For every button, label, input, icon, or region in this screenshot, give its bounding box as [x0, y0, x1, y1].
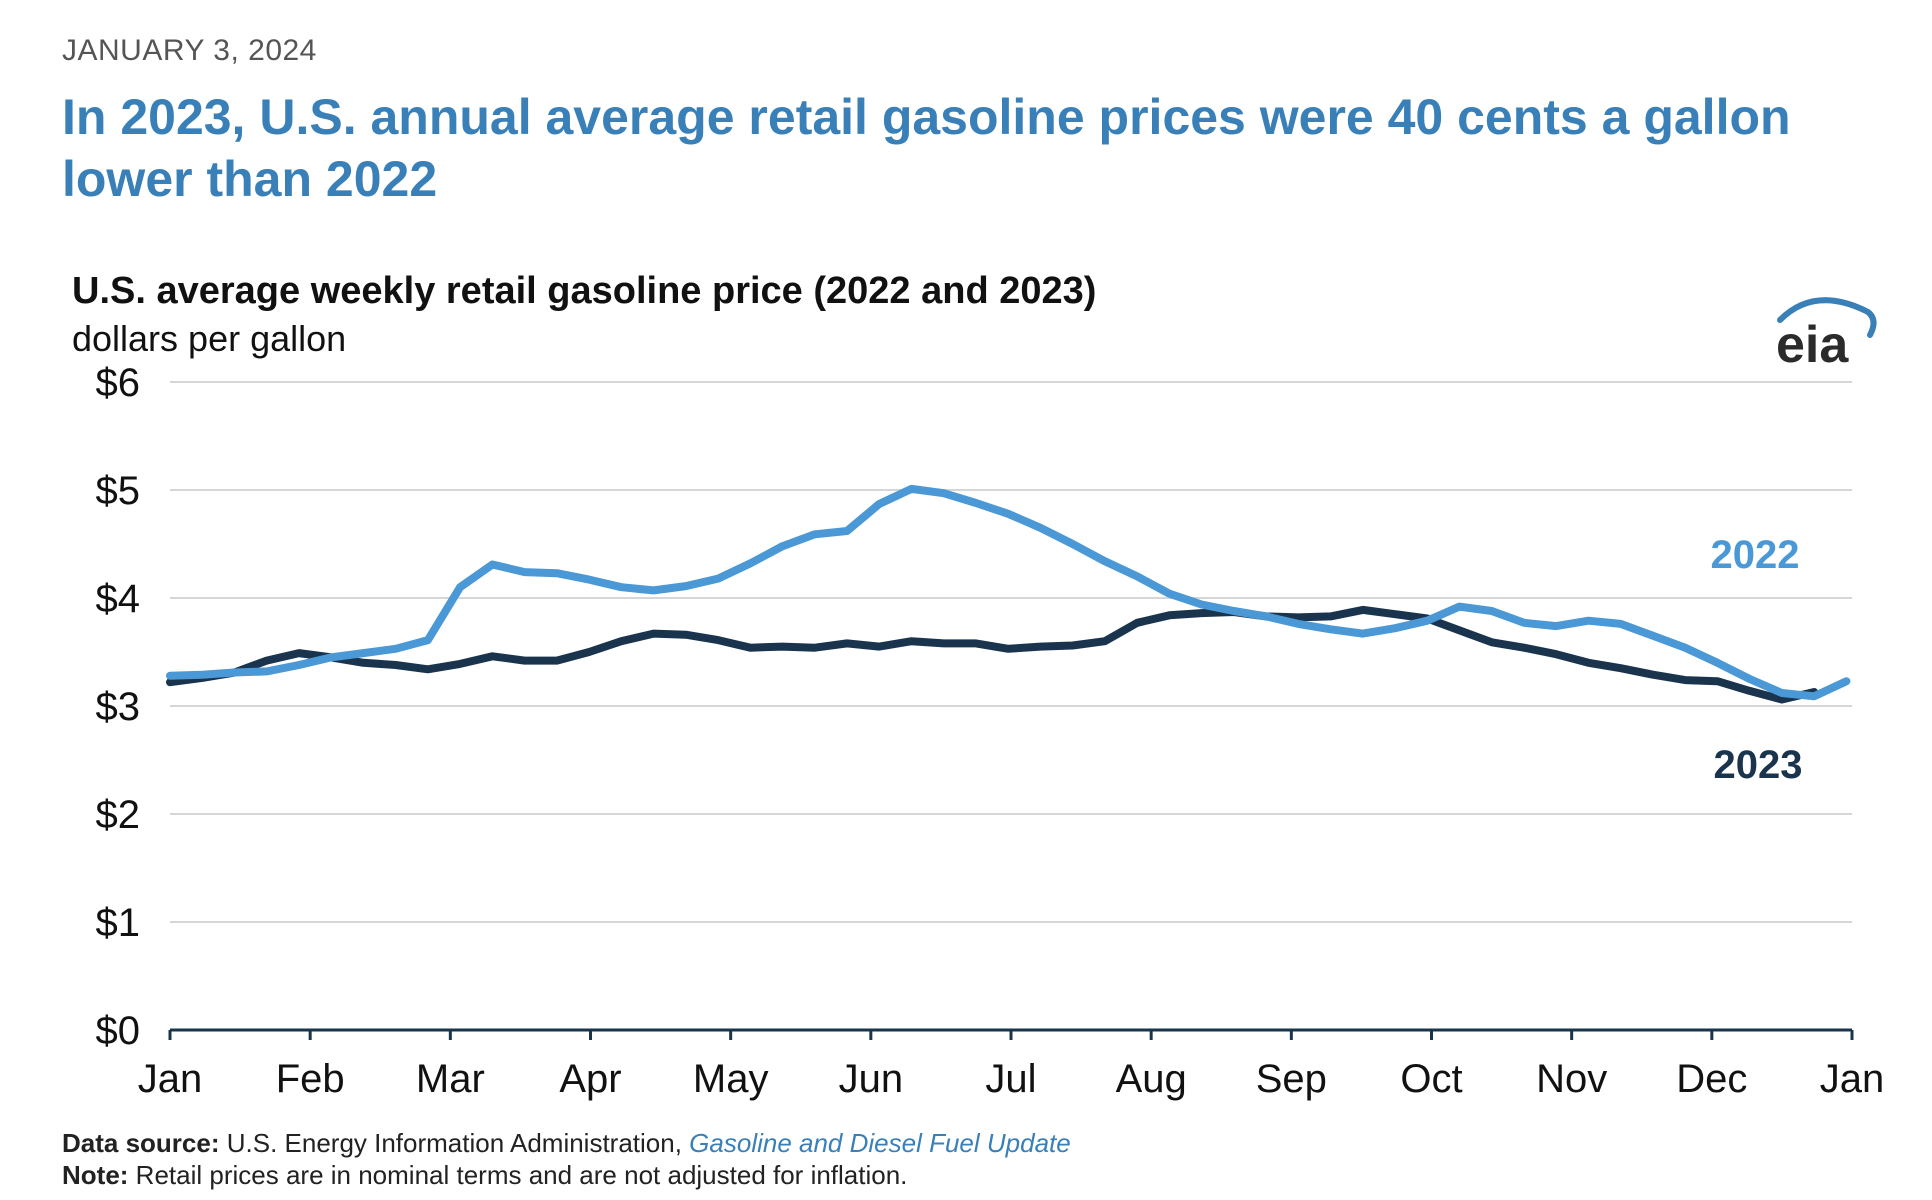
x-tick-label: Apr: [559, 1057, 621, 1101]
grid-layer: [170, 381, 1852, 923]
x-tick-label: Sep: [1256, 1057, 1327, 1101]
source-link[interactable]: Gasoline and Diesel Fuel Update: [689, 1128, 1071, 1158]
source-text: U.S. Energy Information Administration,: [226, 1128, 682, 1158]
series-label-2022: 2022: [1711, 533, 1800, 577]
series-line-2023: [166, 605, 1819, 704]
x-tick-label: Nov: [1536, 1057, 1607, 1101]
y-tick-label: $3: [96, 685, 141, 729]
x-tick-label: Jan: [1820, 1057, 1885, 1101]
note-text: Retail prices are in nominal terms and a…: [135, 1160, 908, 1190]
eia-logo: eia: [1776, 297, 1877, 370]
x-tick-label: Feb: [276, 1057, 345, 1101]
series-line-2022: [166, 484, 1851, 701]
headline: In 2023, U.S. annual average retail gaso…: [62, 89, 1791, 207]
x-tick-label: May: [693, 1057, 769, 1101]
source-label: Data source:: [62, 1128, 220, 1158]
data-source-line: Data source: U.S. Energy Information Adm…: [62, 1128, 1071, 1159]
eia-logo-arc: [1777, 297, 1877, 338]
y-tick-label: $4: [96, 577, 141, 621]
note-label: Note:: [62, 1160, 129, 1190]
axis-layer: $0 $1 $2 $3 $4 $5 $6 Jan Feb Mar Apr May Jun Jul Aug Se…: [96, 361, 1885, 1101]
x-tick-label: Jan: [138, 1057, 203, 1101]
y-tick-label: $5: [96, 469, 141, 513]
y-tick-label: $6: [96, 361, 141, 405]
date-line: JANUARY 3, 2024: [62, 34, 317, 67]
price-line-chart: $0 $1 $2 $3 $4 $5 $6 Jan Feb Mar Apr May Jun Jul Aug Se…: [96, 361, 1885, 1101]
y-tick-label: $2: [96, 793, 141, 837]
series-label-2023: 2023: [1714, 743, 1803, 787]
note-line: Note: Retail prices are in nominal terms…: [62, 1160, 907, 1191]
x-tick-label: Dec: [1676, 1057, 1747, 1101]
x-tick-label: Aug: [1116, 1057, 1187, 1101]
x-tick-label: Jul: [985, 1057, 1036, 1101]
series-layer: [166, 484, 1851, 704]
x-tick-label: Jun: [839, 1057, 904, 1101]
label-layer: 2022 2023: [1711, 533, 1803, 787]
x-tick-label: Mar: [416, 1057, 485, 1101]
chart-title: U.S. average weekly retail gasoline pric…: [72, 270, 1097, 312]
chart-ylabel: dollars per gallon: [72, 318, 347, 359]
y-tick-label: $0: [96, 1009, 141, 1053]
eia-logo-text: eia: [1776, 316, 1849, 370]
y-tick-label: $1: [96, 901, 141, 945]
x-tick-label: Oct: [1400, 1057, 1462, 1101]
